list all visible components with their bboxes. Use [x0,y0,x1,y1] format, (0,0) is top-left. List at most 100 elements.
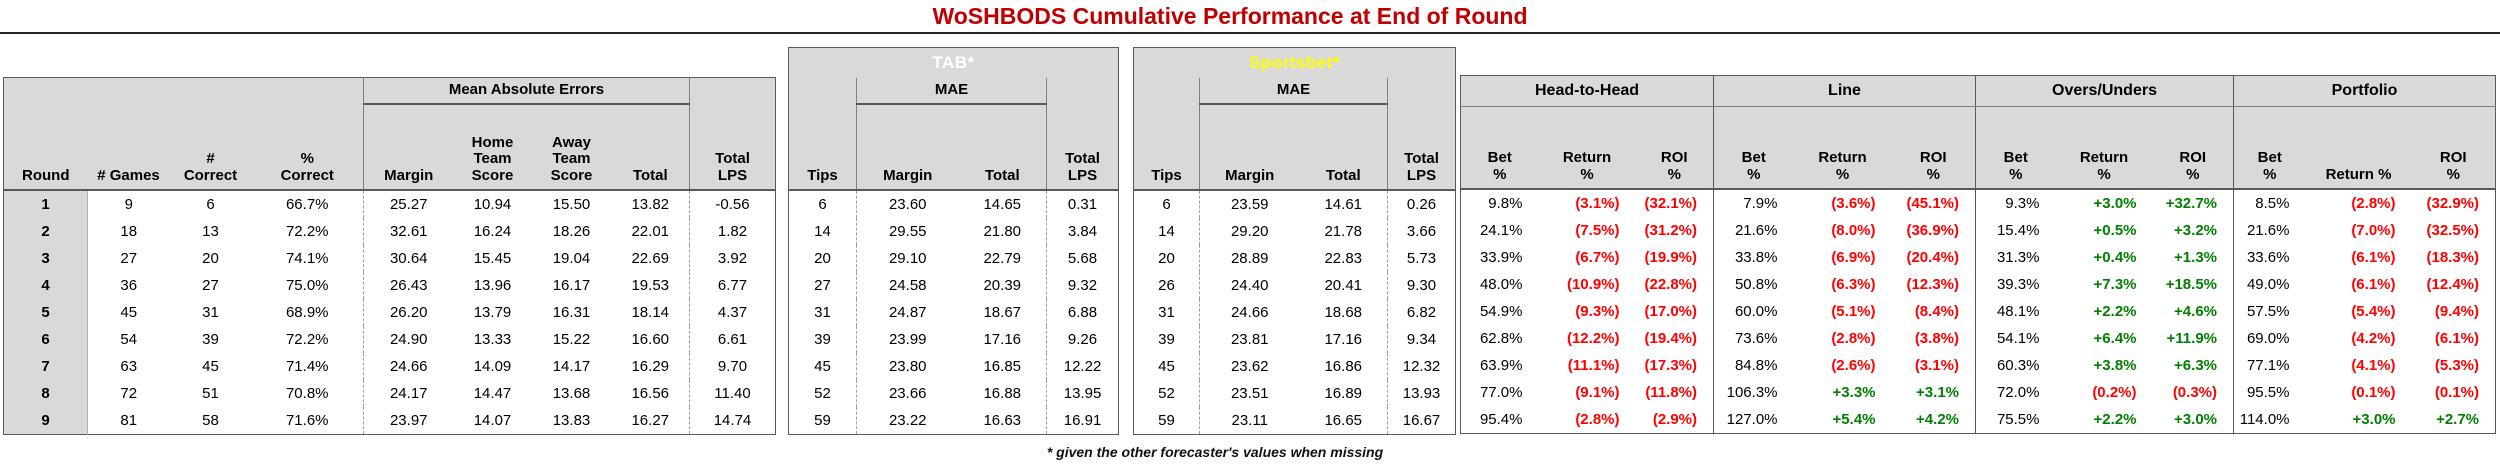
table-row: 45 23.80 16.85 12.22 [789,353,1119,380]
cell: (5.3%) [2434,357,2480,374]
group-header-row: MAE [1133,78,1456,105]
cell: (11.8%) [1645,384,1698,401]
col-header-total-lps: Total LPS [689,104,776,191]
cell: 6.82 [1386,299,1456,326]
cell: 24.58 [856,272,959,299]
cell: (9.1%) [1575,384,1620,401]
table-row: 95.5% (0.1%) (0.1%) [2234,379,2496,406]
cell: -0.56 [689,190,776,218]
table-row: 20 28.89 22.83 5.73 [1134,245,1456,272]
cell: 4.37 [689,299,776,326]
cell: (2.8%) [1831,330,1876,347]
cell: 7 [3,353,88,380]
cell: 20 [1158,250,1175,267]
cell: +2.2% [2093,303,2137,320]
cell: 73.6% [1734,330,1778,347]
cell: 3.92 [689,245,776,272]
cell: 13.68 [552,385,591,402]
page-title: WoSHBODS Cumulative Performance at End o… [932,3,1528,29]
table-row: 127.0% +5.4% +4.2% [1714,406,1976,434]
sportsbet-banner-row: Sportsbet* [1133,47,1456,78]
cell: 16.56 [631,385,670,402]
col-header-return-pct: Return % [2055,106,2153,190]
table-row: 31.3% +0.4% +1.3% [1976,244,2234,271]
cell: 30.64 [363,245,454,272]
cell: (4.1%) [2351,357,2396,374]
cell: +6.3% [2174,357,2217,374]
table-row: 9.3% +3.0% +32.7% [1976,189,2234,217]
cell: +32.7% [2165,195,2217,212]
cell: 3.66 [1386,218,1456,245]
col-header-away-score: Away Team Score [531,104,612,191]
cell: 1.82 [689,218,776,245]
table-row: 14 29.20 21.78 3.66 [1134,218,1456,245]
cell: 39 [202,331,219,348]
cell: 20.41 [1324,277,1363,294]
cell: (9.3%) [1575,303,1620,320]
tab-banner: TAB* [788,47,1119,78]
table-row: 3 27 20 74.1% 30.64 15.45 19.04 22.69 3.92 [3,245,776,272]
cell: 15.45 [473,250,512,267]
table-row: 7 63 45 71.4% 24.66 14.09 14.17 16.29 9.70 [3,353,776,380]
cell: 16.24 [473,223,512,240]
cell: 22.83 [1324,250,1363,267]
table-row: 59 23.22 16.63 16.91 [789,407,1119,435]
table-row: 6 54 39 72.2% 24.90 13.33 15.22 16.60 6.61 [3,326,776,353]
cell: +4.6% [2174,303,2217,320]
table-row: 5 45 31 68.9% 26.20 13.79 16.31 18.14 4.37 [3,299,776,326]
head-to-head-body: 9.8% (3.1%) (32.1%) 24.1% (7.5%) (31.2%) 33.9%… [1461,189,1714,434]
table-row: 57.5% (5.4%) (9.4%) [2234,298,2496,325]
cell: 16.63 [983,412,1022,429]
cell: +3.2% [2174,222,2217,239]
mae-group-header: Mean Absolute Errors [363,77,690,105]
cell: 16.27 [631,412,670,429]
tab-table-body: 6 23.60 14.65 0.31 14 29.55 21.80 3.84 20 29.10 22… [789,190,1119,435]
cell: 33.8% [1734,249,1778,266]
cell: 9 [3,407,88,435]
cell: (6.1%) [2351,249,2396,266]
cell: (6.7%) [1575,249,1620,266]
cell: 13.83 [552,412,591,429]
cell: (12.2%) [1566,330,1620,347]
cell: 52 [1158,385,1175,402]
cell: 23.11 [1199,407,1300,435]
cell: (45.1%) [1906,195,1959,212]
table-row: 73.6% (2.8%) (3.8%) [1714,325,1976,352]
cell: 75.5% [1996,411,2040,428]
cell: 8.5% [2255,195,2290,212]
cell: 33.6% [2246,249,2290,266]
cell: 6 [1162,196,1171,213]
line-title: Line [1713,75,1976,107]
cell: 71.4% [285,358,329,375]
cell: 13.79 [473,304,512,321]
portfolio-table: Portfolio Bet % Return % ROI % 8.5% (2.8%… [2233,75,2497,434]
cell: +3.1% [1916,384,1959,401]
cell: 77.1% [2246,357,2290,374]
cell: 13 [202,223,219,240]
cell: 3.84 [1045,218,1119,245]
column-header-row: Bet % Return % ROI % [1713,106,1976,190]
col-header-tips: Tips [788,104,857,191]
title-divider [0,32,2500,34]
cell: 7.9% [1743,195,1778,212]
table-row: 114.0% +3.0% +2.7% [2234,406,2496,434]
cell: +3.8% [2093,357,2137,374]
summary-table-body: 1 9 6 66.7% 25.27 10.94 15.50 13.82 -0.56 2 18 13 72… [3,190,776,435]
cell: 63 [120,358,138,375]
cell: 24.66 [1199,299,1300,326]
cell: (19.4%) [1644,330,1698,347]
cell: 31 [1158,304,1175,321]
tab-banner-row: TAB* [788,47,1119,78]
table-row: 62.8% (12.2%) (19.4%) [1461,325,1714,352]
col-header-round: Round [3,104,88,191]
cell: (31.2%) [1644,222,1698,239]
cell: 25.27 [363,190,454,218]
cell: 9.3% [2005,195,2040,212]
cell: 5.73 [1386,245,1456,272]
cell: 9.8% [1488,195,1523,212]
table-row: 52 23.51 16.89 13.93 [1134,380,1456,407]
footnote: * given the other forecaster's values wh… [1046,444,1384,460]
col-header-return-pct: Return % [1793,106,1892,190]
table-row: 39 23.99 17.16 9.26 [789,326,1119,353]
